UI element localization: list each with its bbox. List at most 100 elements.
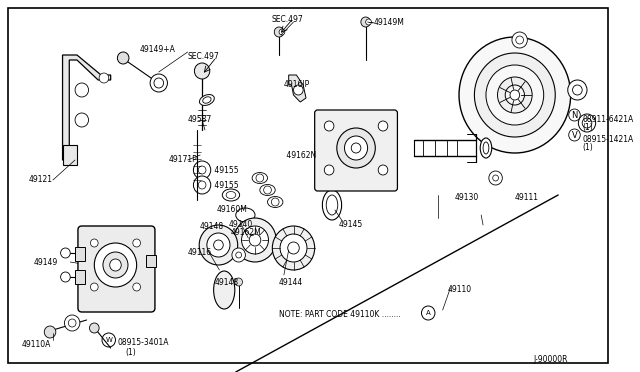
- Polygon shape: [63, 145, 77, 165]
- Bar: [147, 255, 156, 267]
- Circle shape: [198, 181, 206, 189]
- Circle shape: [279, 29, 285, 35]
- Text: 49111: 49111: [515, 193, 539, 202]
- Ellipse shape: [222, 189, 239, 201]
- Circle shape: [68, 319, 76, 327]
- Circle shape: [75, 83, 88, 97]
- Circle shape: [199, 225, 237, 265]
- Circle shape: [422, 306, 435, 320]
- Circle shape: [329, 162, 344, 178]
- Polygon shape: [63, 55, 111, 160]
- Circle shape: [271, 198, 279, 206]
- Text: J-90000R: J-90000R: [533, 355, 568, 364]
- Text: (1): (1): [582, 123, 593, 132]
- Circle shape: [150, 74, 168, 92]
- Ellipse shape: [268, 196, 283, 208]
- Circle shape: [273, 226, 315, 270]
- Text: (1): (1): [125, 348, 136, 357]
- Circle shape: [568, 80, 587, 100]
- Circle shape: [94, 243, 137, 287]
- Circle shape: [505, 85, 524, 105]
- Circle shape: [569, 129, 580, 141]
- Circle shape: [280, 234, 307, 262]
- Text: 49110: 49110: [447, 285, 472, 294]
- Circle shape: [344, 136, 367, 160]
- Circle shape: [497, 77, 532, 113]
- Circle shape: [44, 326, 56, 338]
- Circle shape: [236, 252, 241, 258]
- FancyBboxPatch shape: [315, 110, 397, 191]
- Text: 49121: 49121: [29, 175, 53, 184]
- FancyBboxPatch shape: [78, 226, 155, 312]
- Text: (1): (1): [582, 143, 593, 152]
- Circle shape: [378, 165, 388, 175]
- Circle shape: [324, 165, 334, 175]
- Text: 49144: 49144: [279, 278, 303, 287]
- Polygon shape: [289, 75, 306, 102]
- Circle shape: [234, 218, 276, 262]
- Ellipse shape: [226, 192, 236, 199]
- Text: W: W: [106, 337, 112, 343]
- Bar: [75, 270, 84, 284]
- Text: 49140: 49140: [228, 220, 253, 229]
- Text: 49149+A: 49149+A: [140, 45, 175, 54]
- Text: 4916lP: 4916lP: [284, 80, 310, 89]
- Circle shape: [351, 143, 361, 153]
- Circle shape: [214, 240, 223, 250]
- Circle shape: [459, 37, 571, 153]
- Text: A: A: [426, 310, 431, 316]
- Circle shape: [154, 78, 164, 88]
- Circle shape: [573, 85, 582, 95]
- Circle shape: [241, 226, 269, 254]
- Circle shape: [99, 73, 109, 83]
- Text: 49149: 49149: [34, 258, 58, 267]
- Text: 49162N: 49162N: [284, 151, 316, 160]
- Circle shape: [90, 323, 99, 333]
- Ellipse shape: [326, 195, 338, 215]
- Circle shape: [235, 278, 243, 286]
- Text: 49587: 49587: [188, 115, 212, 124]
- Circle shape: [579, 114, 596, 132]
- Bar: [75, 247, 84, 261]
- Text: NOTE: PART CODE 49110K ........: NOTE: PART CODE 49110K ........: [279, 310, 401, 319]
- Circle shape: [132, 283, 141, 291]
- Circle shape: [486, 65, 544, 125]
- Ellipse shape: [252, 173, 268, 183]
- Circle shape: [198, 166, 206, 174]
- Text: 08911-6421A: 08911-6421A: [582, 115, 634, 124]
- Ellipse shape: [200, 94, 214, 105]
- Ellipse shape: [214, 271, 235, 309]
- Text: 49160M: 49160M: [216, 205, 248, 214]
- Circle shape: [195, 63, 210, 79]
- Circle shape: [510, 90, 520, 100]
- Circle shape: [117, 52, 129, 64]
- Circle shape: [294, 85, 303, 95]
- Circle shape: [249, 234, 260, 246]
- Circle shape: [132, 239, 141, 247]
- Circle shape: [582, 118, 592, 128]
- Text: 49162M: 49162M: [231, 228, 262, 237]
- Text: 49116: 49116: [188, 248, 212, 257]
- Circle shape: [193, 176, 211, 194]
- Text: V: V: [572, 131, 577, 140]
- Text: 49145: 49145: [339, 220, 363, 229]
- Circle shape: [75, 113, 88, 127]
- Circle shape: [324, 121, 334, 131]
- Circle shape: [516, 36, 524, 44]
- Ellipse shape: [480, 138, 492, 158]
- Text: 49148: 49148: [199, 222, 223, 231]
- Text: 49171P: 49171P: [168, 155, 197, 164]
- Circle shape: [264, 186, 271, 194]
- Circle shape: [256, 174, 264, 182]
- Circle shape: [361, 17, 371, 27]
- Circle shape: [61, 272, 70, 282]
- Circle shape: [65, 315, 80, 331]
- Circle shape: [102, 333, 115, 347]
- Circle shape: [207, 233, 230, 257]
- Ellipse shape: [236, 208, 255, 222]
- Circle shape: [333, 166, 340, 174]
- Text: 49155: 49155: [212, 180, 238, 189]
- Circle shape: [512, 32, 527, 48]
- Circle shape: [288, 242, 300, 254]
- Text: 49155: 49155: [212, 166, 238, 174]
